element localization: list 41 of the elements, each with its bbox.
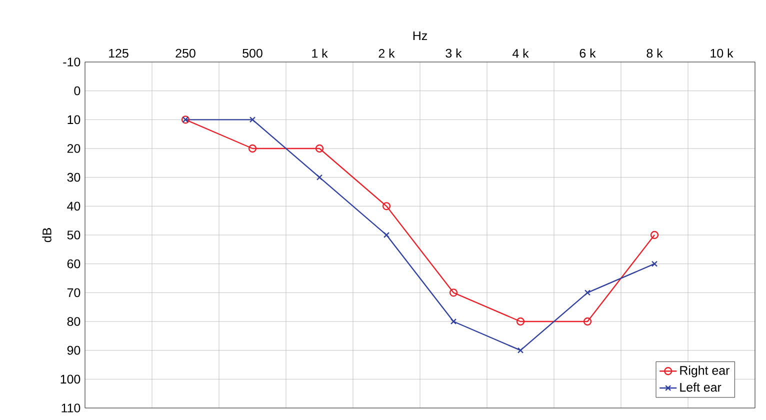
x-tick-label: 125 — [109, 48, 128, 58]
y-tick-label: 100 — [60, 374, 80, 384]
y-tick-label: 60 — [67, 259, 80, 268]
y-tick-label: 10 — [68, 115, 80, 124]
x-tick-label: 6 k — [580, 48, 596, 58]
x-tick-label: 2 k — [378, 48, 395, 58]
point — [584, 290, 591, 296]
point — [449, 288, 458, 297]
point — [450, 318, 457, 325]
legend-label: Right ear — [680, 366, 730, 378]
y-tick-label: 40 — [67, 202, 80, 211]
y-tick-label: -10 — [63, 58, 80, 66]
point — [248, 144, 257, 153]
point — [315, 144, 324, 153]
x-tick-label: 10 k — [710, 48, 734, 58]
y-tick-label: 80 — [67, 317, 80, 326]
x-tick-label: 1 k — [312, 48, 328, 58]
y-axis-title: dB — [42, 228, 52, 242]
y-tick-label: 90 — [67, 346, 80, 355]
y-tick-label: 0 — [74, 86, 80, 96]
point — [383, 232, 390, 238]
x-tick-label: 500 — [242, 48, 262, 58]
x-tick-label: 8 k — [646, 48, 663, 58]
y-tick-label: 20 — [67, 144, 80, 153]
point — [249, 116, 256, 123]
point — [583, 317, 592, 326]
point — [517, 347, 524, 354]
legend-label: Left ear — [680, 382, 722, 392]
x-tick-label: 250 — [176, 48, 196, 58]
point — [651, 260, 658, 267]
y-tick-label: 70 — [67, 288, 80, 298]
point — [382, 202, 391, 210]
x-axis-title: Hz — [413, 31, 427, 40]
point — [650, 230, 659, 240]
x-tick-label: 3 k — [446, 48, 462, 58]
y-tick-label: 30 — [67, 172, 80, 182]
y-tick-label: 50 — [67, 230, 80, 240]
point — [516, 317, 525, 326]
point — [316, 174, 323, 180]
x-tick-label: 4 k — [512, 48, 529, 58]
y-tick-label: 110 — [62, 404, 80, 412]
